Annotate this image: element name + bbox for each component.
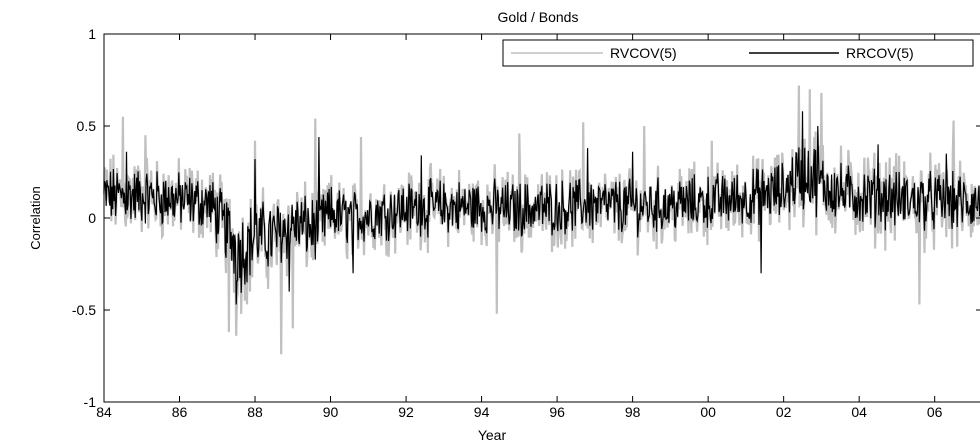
legend-label-rrcov: RRCOV(5) — [846, 45, 914, 61]
series-line-rrcov — [103, 111, 980, 305]
axis-ticks: 1 0.5 0 -0.5 -184 86 88 90 92 94 96 98 00 02 04 06 — [72, 26, 980, 420]
y-tick-label: 1 — [88, 26, 96, 42]
x-tick-label: 04 — [851, 404, 867, 420]
x-tick-label: 06 — [927, 404, 943, 420]
x-tick-label: 86 — [172, 404, 188, 420]
y-tick-label: 0.5 — [77, 118, 97, 134]
x-axis-title: Year — [478, 427, 507, 443]
x-tick-label: 98 — [625, 404, 641, 420]
y-tick-label: -0.5 — [72, 302, 96, 318]
x-tick-label: 88 — [247, 404, 263, 420]
x-tick-label: 90 — [323, 404, 339, 420]
x-tick-label: 94 — [474, 404, 490, 420]
x-tick-label: 00 — [700, 404, 716, 420]
legend: RVCOV(5) RRCOV(5) — [502, 39, 974, 67]
series-line-rvcov — [102, 85, 980, 355]
chart-title: Gold / Bonds — [498, 9, 579, 25]
y-tick-label: -1 — [84, 394, 97, 410]
legend-label-rvcov: RVCOV(5) — [610, 45, 677, 61]
x-tick-label: 84 — [96, 404, 112, 420]
series-layer — [102, 85, 980, 355]
x-tick-label: 92 — [398, 404, 414, 420]
x-tick-label: 96 — [549, 404, 565, 420]
y-tick-label: 0 — [88, 210, 96, 226]
y-axis-title: Correlation — [28, 186, 43, 250]
x-tick-label: 02 — [776, 404, 792, 420]
